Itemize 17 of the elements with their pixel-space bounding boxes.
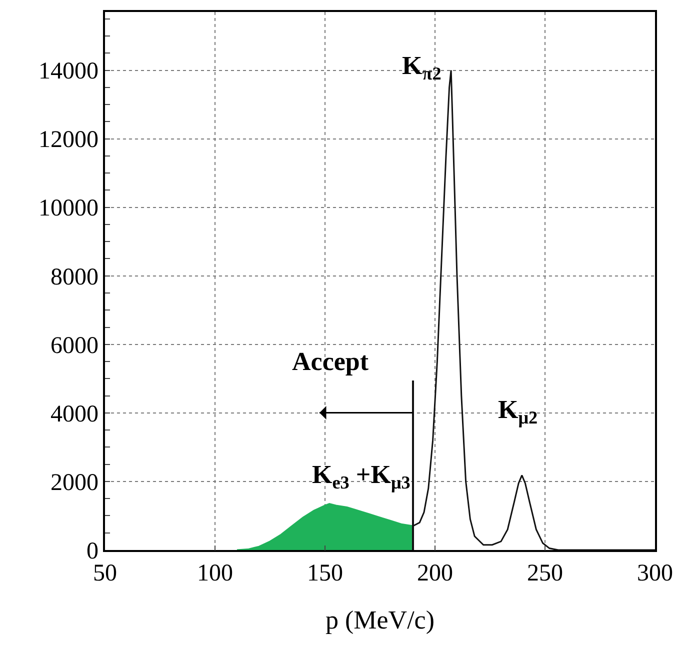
x-tick-label: 250 [527,560,563,587]
y-tick-label: 10000 [38,196,98,222]
annotation: K$_{π2}$ [402,51,442,84]
annotation: K$_{e3}$ +K$_{μ3}$ [312,460,410,492]
y-tick-label: 2000 [50,470,98,496]
y-tick-label: 14000 [38,58,98,85]
x-tick-label: 100 [197,560,233,587]
annotation: K$_{μ2}$ [498,395,538,428]
y-tick-label: 6000 [50,332,98,359]
x-tick-label: 300 [637,560,673,587]
y-tick-label: 12000 [38,127,98,154]
x-axis-title: p (MeV/c) [325,606,435,635]
x-tick-label: 150 [307,560,343,587]
y-tick-label: 8000 [50,264,98,290]
y-tick-label: 4000 [50,401,98,428]
x-tick-label: 200 [417,560,453,587]
annotation: Accept [292,347,369,376]
